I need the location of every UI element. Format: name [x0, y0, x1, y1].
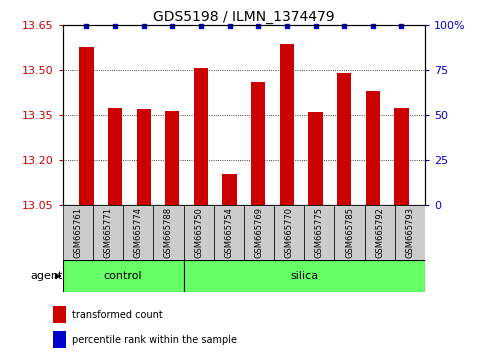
Bar	[93, 205, 123, 260]
Text: silica: silica	[290, 271, 318, 281]
Title: GDS5198 / ILMN_1374479: GDS5198 / ILMN_1374479	[153, 10, 335, 24]
Bar	[53, 331, 66, 348]
Bar	[213, 205, 244, 260]
Text: GSM665775: GSM665775	[315, 207, 324, 258]
Bar	[304, 205, 334, 260]
Bar	[308, 112, 323, 205]
Text: GSM665750: GSM665750	[194, 207, 203, 258]
Bar	[108, 108, 122, 205]
Bar	[63, 260, 184, 292]
Text: GSM665769: GSM665769	[255, 207, 264, 258]
Bar	[244, 205, 274, 260]
Text: transformed count: transformed count	[72, 310, 162, 320]
Text: GSM665793: GSM665793	[405, 207, 414, 258]
Bar	[53, 306, 66, 323]
Bar	[334, 205, 365, 260]
Bar	[365, 205, 395, 260]
Bar	[63, 205, 93, 260]
Text: GSM665761: GSM665761	[73, 207, 83, 258]
Bar	[337, 73, 351, 205]
Text: agent: agent	[30, 271, 63, 281]
Bar	[223, 174, 237, 205]
Bar	[394, 108, 409, 205]
Bar	[366, 91, 380, 205]
Text: GSM665792: GSM665792	[375, 207, 384, 258]
Bar	[79, 47, 94, 205]
Text: GSM665774: GSM665774	[134, 207, 143, 258]
Bar	[194, 68, 208, 205]
Bar	[165, 110, 180, 205]
Bar	[251, 82, 265, 205]
Text: GSM665788: GSM665788	[164, 207, 173, 258]
Bar	[184, 260, 425, 292]
Bar	[274, 205, 304, 260]
Bar	[395, 205, 425, 260]
Bar	[280, 44, 294, 205]
Bar	[137, 109, 151, 205]
Text: control: control	[104, 271, 142, 281]
Bar	[154, 205, 184, 260]
Text: GSM665770: GSM665770	[284, 207, 294, 258]
Bar	[184, 205, 213, 260]
Text: percentile rank within the sample: percentile rank within the sample	[72, 335, 237, 344]
Text: GSM665785: GSM665785	[345, 207, 354, 258]
Text: GSM665771: GSM665771	[103, 207, 113, 258]
Text: GSM665754: GSM665754	[224, 207, 233, 258]
Bar	[123, 205, 154, 260]
